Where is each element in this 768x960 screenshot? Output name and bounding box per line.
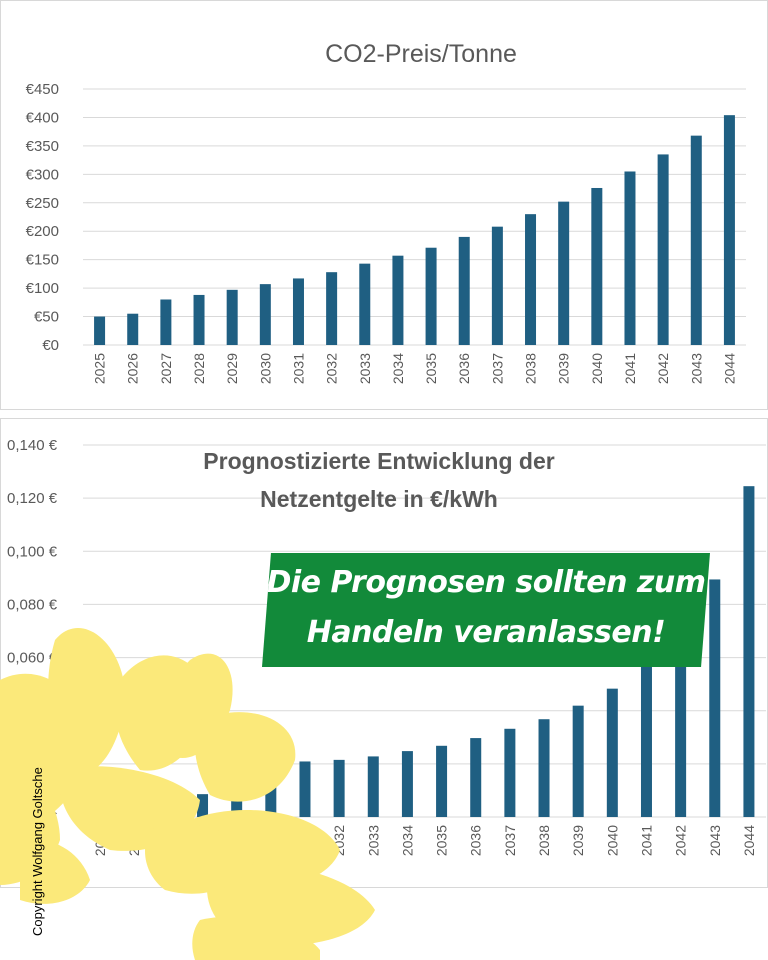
bar (491, 226, 503, 345)
bar (160, 299, 172, 345)
x-tick-label: 2039 (570, 825, 586, 856)
y-tick-label: €200 (26, 223, 59, 240)
bar (94, 316, 106, 345)
x-tick-label: 2036 (468, 825, 484, 856)
bar (367, 756, 379, 817)
bar (292, 278, 304, 345)
x-tick-label: 2036 (456, 353, 472, 384)
bar (690, 135, 702, 345)
bar (525, 214, 537, 345)
bar (359, 263, 371, 345)
bar (709, 579, 721, 817)
bar (425, 247, 437, 345)
bar (458, 236, 470, 345)
bar (606, 688, 618, 817)
x-tick-label: 2037 (502, 825, 518, 856)
co2-price-chart: €0 €50 €100 €150 €200 €250 €300 €350 €400 €450 202… (26, 40, 746, 384)
x-tick-label: 2043 (707, 825, 723, 856)
y-tick-label: 0,100 € (7, 543, 58, 560)
bar (675, 631, 687, 817)
x-tick-label: 2040 (604, 825, 620, 856)
x-tick-label: 2038 (536, 825, 552, 856)
x-tick-label: 2035 (423, 353, 439, 384)
x-tick-label: 2040 (589, 353, 605, 384)
y-tick-label: €0 (42, 337, 59, 354)
bar (401, 751, 413, 817)
bar (231, 790, 243, 817)
bar (624, 171, 636, 345)
copyright-text: Copyright Wolfgang Goltsche (30, 767, 45, 936)
y-tick-label: €100 (26, 280, 59, 297)
bar (558, 201, 570, 345)
bar (299, 761, 311, 817)
x-tick-label: 2043 (688, 353, 704, 384)
x-tick-label: 2030 (257, 353, 273, 384)
x-tick-label: 2035 (434, 825, 450, 856)
bar (193, 294, 205, 345)
x-tick-label: 2026 (125, 353, 141, 384)
bar (723, 115, 735, 346)
bar (640, 663, 652, 817)
bar (572, 705, 584, 817)
x-tick-label: 2034 (399, 825, 415, 856)
y-tick-label: 0,140 € (7, 437, 58, 454)
bar (333, 759, 345, 817)
x-tick-label: 2041 (622, 353, 638, 384)
x-tick-label: 2029 (224, 353, 240, 384)
bar (743, 486, 755, 817)
x-tick-label: 2044 (721, 353, 737, 384)
bar (265, 777, 277, 817)
sunflower-icon (0, 628, 375, 960)
x-tick-label: 2044 (741, 825, 757, 856)
x-tick-label: 2032 (324, 353, 340, 384)
x-tick-label: 2031 (290, 353, 306, 384)
chart-title: Prognostizierte Entwicklung der (203, 448, 554, 474)
x-tick-label: 2033 (357, 353, 373, 384)
y-tick-label: €350 (26, 138, 59, 155)
x-tick-label: 2037 (489, 353, 505, 384)
y-tick-label: €150 (26, 252, 59, 269)
y-tick-label: 0,120 € (7, 490, 58, 507)
co2-price-chart-panel: €0 €50 €100 €150 €200 €250 €300 €350 €400 €450 202… (0, 0, 768, 410)
y-tick-label: €400 (26, 109, 59, 126)
chart-title: Netzentgelte in €/kWh (260, 486, 498, 512)
banner-line-1: Die Prognosen sollten zum (266, 565, 707, 600)
bar (127, 313, 139, 345)
bar (504, 728, 516, 817)
bar (591, 187, 603, 345)
bar (392, 255, 404, 345)
bar (197, 794, 209, 817)
x-tick-label: 2039 (556, 353, 572, 384)
bar (326, 272, 338, 345)
bar (470, 738, 482, 817)
y-tick-label: €250 (26, 195, 59, 212)
y-tick-label: €50 (34, 309, 59, 326)
x-tick-label: 2042 (655, 353, 671, 384)
bar (538, 719, 550, 817)
x-tick-label: 2025 (92, 353, 108, 384)
bar (657, 154, 669, 345)
x-tick-label: 2033 (365, 825, 381, 856)
x-tick-label: 2034 (390, 353, 406, 384)
bar (226, 289, 238, 345)
message-banner: Die Prognosen sollten zum Handeln veranl… (262, 553, 710, 667)
bar (259, 284, 271, 345)
x-tick-label: 2042 (673, 825, 689, 856)
bar (436, 745, 448, 817)
x-tick-label: 2028 (191, 353, 207, 384)
y-tick-label: 0,080 € (7, 596, 58, 613)
y-tick-label: €450 (26, 81, 59, 98)
chart-title: CO2-Preis/Tonne (325, 40, 517, 68)
y-tick-label: 0,060 € (7, 650, 58, 667)
y-tick-label: €300 (26, 166, 59, 183)
banner-line-2: Handeln veranlassen! (306, 615, 666, 650)
x-tick-label: 2038 (523, 353, 539, 384)
x-tick-label: 2041 (638, 825, 654, 856)
x-tick-label: 2027 (158, 353, 174, 384)
